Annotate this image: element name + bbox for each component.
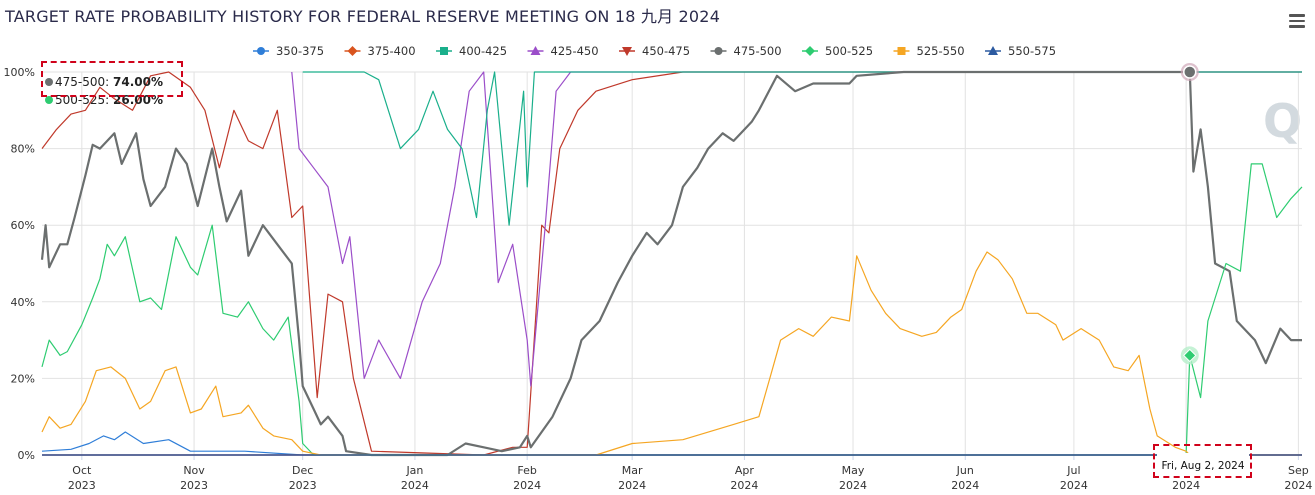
- legend-label-425-450[interactable]: 425-450: [551, 44, 599, 58]
- y-tick-label: 100%: [4, 66, 35, 79]
- tooltip-row-475-500: 475-500: 74.00%: [45, 73, 163, 91]
- x-tick-year: 2024: [401, 479, 429, 492]
- x-tick-month: Dec: [292, 464, 313, 477]
- tooltip-label: 475-500: [55, 75, 106, 89]
- legend-label-475-500[interactable]: 475-500: [734, 44, 782, 58]
- series-line-500-525: [41, 163, 1303, 456]
- legend-marker-425-450: [530, 46, 541, 55]
- x-tick-year: 2024: [1060, 479, 1088, 492]
- legend-marker-450-475: [622, 47, 632, 56]
- y-tick-label: 60%: [11, 219, 35, 232]
- x-tick-month: Oct: [72, 464, 92, 477]
- x-tick-month: Feb: [517, 464, 536, 477]
- x-tick-month: Jul: [1066, 464, 1080, 477]
- legend-marker-525-550: [897, 47, 906, 55]
- x-tick-year: 2023: [68, 479, 96, 492]
- legend-label-500-525[interactable]: 500-525: [825, 44, 873, 58]
- x-tick-month: Mar: [622, 464, 643, 477]
- legend-label-350-375[interactable]: 350-375: [276, 44, 324, 58]
- legend-label-550-575[interactable]: 550-575: [1008, 44, 1056, 58]
- legend-marker-475-500: [714, 47, 723, 55]
- x-tick-month: Jun: [956, 464, 974, 477]
- hover-point-500-525: [1183, 348, 1197, 363]
- x-tick-month: Sep: [1288, 464, 1309, 477]
- x-tick-year: 2024: [618, 479, 646, 492]
- x-tick-year: 2023: [180, 479, 208, 492]
- chart-tooltip: 475-500: 74.00% 500-525: 26.00%: [45, 73, 163, 109]
- legend-marker-400-425: [440, 47, 448, 55]
- legend-label-525-550[interactable]: 525-550: [917, 44, 965, 58]
- series-line-350-375: [41, 431, 1302, 456]
- series-line-425-450-area: [291, 71, 1302, 387]
- date-highlight-box: [1153, 444, 1252, 478]
- x-tick-year: 2023: [289, 479, 317, 492]
- x-tick-month: May: [842, 464, 865, 477]
- crosshair-date-label: Fri, Aug 2, 2024: [1157, 453, 1249, 479]
- legend-marker-500-525: [805, 46, 815, 56]
- x-tick-month: Jan: [405, 464, 423, 477]
- tooltip-highlight-box: [41, 61, 183, 97]
- x-tick-year: 2024: [513, 479, 541, 492]
- x-tick-year: 2024: [730, 479, 758, 492]
- x-tick-month: Nov: [183, 464, 205, 477]
- x-tick-month: Apr: [735, 464, 755, 477]
- legend-marker-375-400: [347, 46, 358, 56]
- hover-point-475-500: [1183, 65, 1197, 79]
- y-tick-label: 20%: [11, 372, 35, 385]
- legend-label-400-425[interactable]: 400-425: [459, 44, 507, 58]
- chart-title: TARGET RATE PROBABILITY HISTORY FOR FEDE…: [5, 7, 721, 26]
- tooltip-value: 74.00%: [113, 75, 163, 89]
- legend-marker-550-575: [988, 46, 998, 55]
- x-tick-year: 2024: [1284, 479, 1312, 492]
- hamburger-menu-icon[interactable]: [1289, 14, 1305, 28]
- tooltip-dot-icon: [45, 78, 53, 86]
- series-line-400-425-area: [302, 71, 1302, 226]
- series-line-525-550: [41, 251, 1302, 456]
- y-tick-label: 40%: [11, 296, 35, 309]
- y-tick-label: 0%: [18, 449, 35, 462]
- legend-marker-350-375: [257, 47, 265, 55]
- series-line-475-500: [40, 70, 1302, 457]
- legend-label-375-400[interactable]: 375-400: [368, 44, 416, 58]
- legend-label-450-475[interactable]: 450-475: [642, 44, 690, 58]
- x-tick-year: 2024: [839, 479, 867, 492]
- series-line-450-475-area: [41, 71, 1302, 456]
- watermark-logo: Q: [1263, 94, 1303, 148]
- x-tick-year: 2024: [951, 479, 979, 492]
- y-tick-label: 80%: [11, 143, 35, 156]
- tooltip-dot-icon: [45, 96, 53, 104]
- x-tick-year: 2024: [1172, 479, 1200, 492]
